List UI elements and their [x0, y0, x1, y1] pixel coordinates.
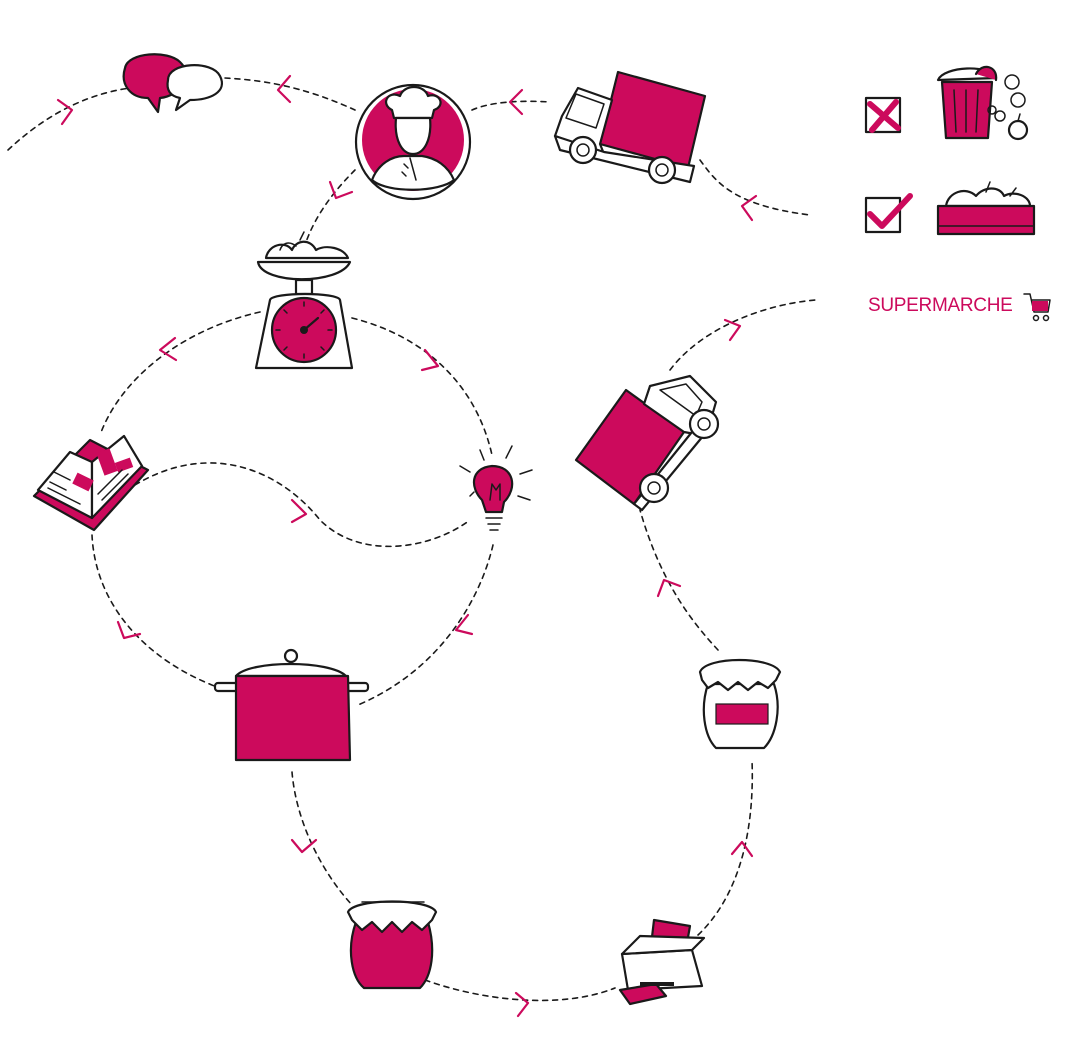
connector-paths: [7, 77, 816, 1002]
cooking-pot-icon: [213, 648, 370, 762]
cross-checkbox-icon: [864, 96, 902, 134]
fruit-crate-icon: [936, 181, 1036, 236]
kitchen-scale-icon: [254, 231, 354, 370]
supermarket-label: SUPERMARCHE: [868, 295, 1013, 316]
check-checkbox-icon: [864, 193, 913, 234]
shopping-cart-icon: [1023, 293, 1051, 322]
tilted-truck-icon: [574, 374, 720, 512]
recipe-book-icon: [32, 434, 150, 532]
labeled-jar-icon: [698, 658, 782, 750]
printer-icon: [618, 918, 706, 1006]
speech-bubbles-icon: [122, 53, 223, 114]
trash-can-with-fruit-icon: [936, 65, 1029, 141]
legend: [864, 65, 1051, 322]
chef-icon: [354, 83, 472, 201]
lightbulb-icon: [459, 445, 533, 531]
direction-arrows: [56, 74, 758, 1018]
delivery-truck-icon: [553, 70, 707, 185]
filled-jam-jar-icon: [346, 900, 438, 990]
